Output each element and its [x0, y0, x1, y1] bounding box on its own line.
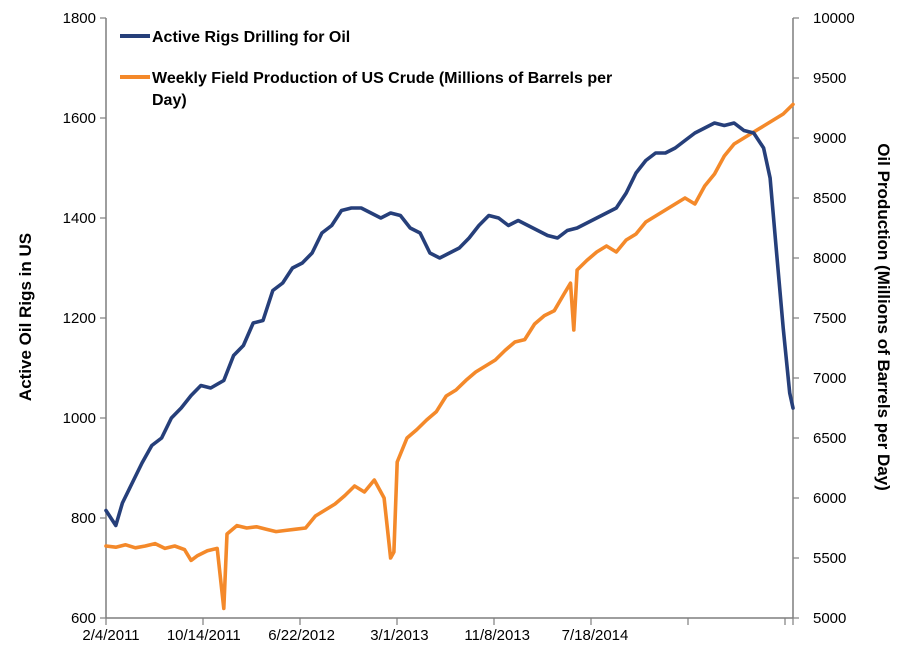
y-left-tick-label: 1400	[63, 210, 96, 227]
y-left-axis-title: Active Oil Rigs in US	[16, 233, 35, 401]
right-axis: 5000 5500 6000 6500 7000 7500 8000 8500 9000 9500…	[793, 10, 855, 627]
y-right-tick-label: 6000	[813, 490, 846, 507]
x-tick-label: 11/8/2013	[464, 627, 530, 644]
x-tick-label: 10/14/2011	[167, 627, 241, 644]
y-left-tick-label: 1600	[63, 110, 96, 127]
y-right-tick-label: 8000	[813, 250, 846, 267]
y-left-tick-label: 1200	[63, 310, 96, 327]
y-left-tick-label: 1000	[63, 410, 96, 427]
y-right-tick-label: 6500	[813, 430, 846, 447]
y-right-tick-label: 7000	[813, 370, 846, 387]
y-right-tick-label: 7500	[813, 310, 846, 327]
y-right-tick-label: 10000	[813, 10, 855, 27]
legend-label-production-line1: Weekly Field Production of US Crude (Mil…	[152, 70, 612, 87]
y-right-axis-title: Oil Production (Millions of Barrels per …	[874, 143, 893, 491]
legend: Active Rigs Drilling for Oil Weekly Fiel…	[120, 29, 612, 109]
series-line-rigs	[104, 121, 795, 528]
legend-label-production: Weekly Field Production of US Crude (Mil…	[152, 70, 612, 109]
x-tick-label: 3/1/2013	[370, 627, 428, 644]
y-left-tick-label: 1800	[63, 10, 96, 27]
left-axis: 600 800 1000 1200 1400 1600 1800	[63, 10, 106, 627]
y-right-tick-label: 5500	[813, 550, 846, 567]
y-left-tick-label: 800	[71, 510, 96, 527]
x-axis: 2/4/2011 10/14/2011 6/22/2012 3/1/2013 11/8/…	[82, 618, 794, 644]
x-tick-label: 6/22/2012	[268, 627, 335, 644]
series-layer	[104, 102, 795, 611]
legend-label-rigs: Active Rigs Drilling for Oil	[152, 29, 350, 46]
y-right-tick-label: 8500	[813, 190, 846, 207]
x-tick-label: 2/4/2011	[82, 627, 139, 644]
y-right-tick-label: 9000	[813, 130, 846, 147]
x-tick-label: 7/18/2014	[562, 627, 629, 644]
y-right-tick-label: 9500	[813, 70, 846, 87]
y-left-tick-label: 600	[71, 610, 96, 627]
legend-label-production-line2: Day)	[152, 92, 187, 109]
y-right-tick-label: 5000	[813, 610, 846, 627]
series-line-production	[104, 102, 795, 611]
plot-frame	[105, 18, 794, 619]
